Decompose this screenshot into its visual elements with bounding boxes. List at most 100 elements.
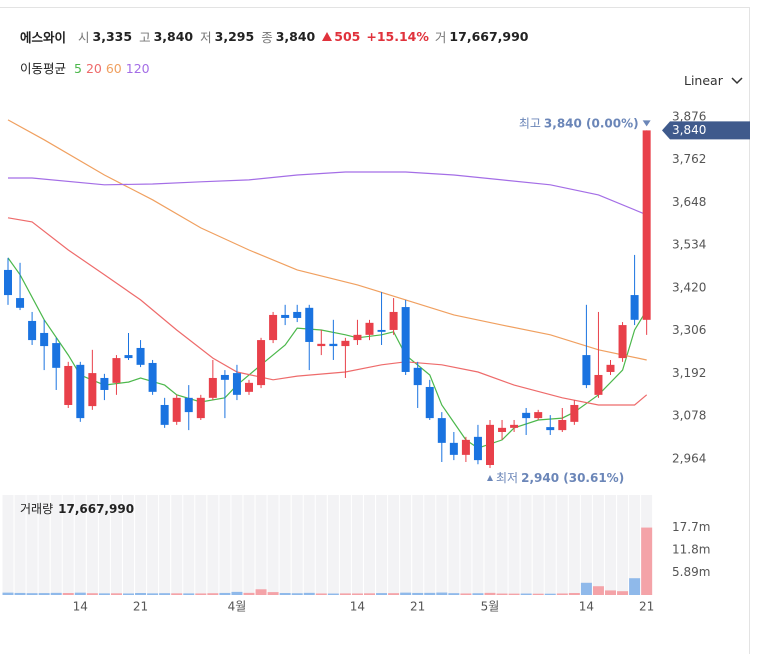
candle-body: [52, 343, 61, 368]
scale-label[interactable]: Linear: [684, 73, 723, 88]
high-annotation-value: 3,840 (0.00%): [544, 116, 639, 130]
volume-bar: [62, 593, 74, 595]
y-tick-label: 3,648: [672, 195, 706, 209]
volume-bar: [315, 593, 327, 595]
volume-bar: [472, 593, 484, 595]
volume-column: [279, 495, 291, 595]
candle-body: [232, 373, 241, 395]
y-tick-label: 3,306: [672, 323, 706, 337]
candle-body: [510, 424, 519, 428]
volume-column: [376, 495, 388, 595]
high-annotation-label: 최고: [519, 116, 541, 130]
volume-column: [86, 495, 98, 595]
volume-bar: [2, 592, 14, 595]
chevron[interactable]: [731, 76, 743, 85]
volume-column: [412, 495, 424, 595]
volume-column: [123, 495, 134, 595]
candle-body: [208, 377, 217, 398]
y-tick-label: 3,762: [672, 152, 706, 166]
volume-bar: [86, 593, 98, 595]
volume-column: [255, 495, 267, 595]
price-tag: [662, 121, 750, 140]
volume-column: [436, 495, 448, 595]
y-tick-label: 2,964: [672, 451, 706, 465]
volume-bar: [291, 593, 303, 595]
low-value: 3,295: [214, 29, 255, 44]
volume-bar: [388, 593, 400, 595]
candle-body: [196, 397, 205, 419]
x-tick-label: 5월: [481, 600, 500, 614]
candle-body: [148, 362, 157, 392]
volume-bar: [629, 578, 641, 595]
header: 에스와이 시 3,335 고 3,840 저 3,295 종 3,840 505 +15…: [20, 27, 536, 46]
ma-legend-item: 5: [74, 61, 82, 76]
volume-column: [508, 495, 520, 595]
scale-dropdown[interactable]: Linear: [684, 73, 743, 88]
y-tick-label: 3,876: [672, 109, 706, 123]
volume-bar: [267, 592, 279, 595]
candle-body: [124, 355, 133, 359]
candle-body: [4, 269, 12, 296]
up-triangle: [322, 32, 333, 41]
volume-column: [520, 495, 532, 595]
volume-column: [592, 495, 604, 595]
candle-body: [245, 382, 253, 392]
volume-bar: [50, 592, 62, 595]
candle-body: [582, 355, 591, 386]
candle-body: [534, 412, 543, 419]
volume-column: [14, 495, 26, 595]
volume-bar: [508, 593, 520, 595]
candle-body: [642, 130, 651, 320]
x-tick-label: 4월: [228, 600, 247, 614]
volume-title: 거래량 17,667,990: [20, 502, 134, 516]
y-tick-label: 3,192: [672, 366, 706, 380]
volume-column: [74, 495, 86, 595]
close-value: 3,840: [275, 29, 316, 44]
candle-body: [16, 298, 25, 308]
volume-column: [159, 495, 171, 595]
candle-body: [76, 364, 85, 419]
low-annotation-label: 최저: [496, 470, 518, 484]
volume-column: [50, 495, 62, 595]
ma-legend-item: 120: [125, 61, 150, 76]
candle-body: [160, 404, 169, 425]
candle-body: [473, 436, 482, 461]
volume-column: [448, 495, 460, 595]
volume-column: [544, 495, 556, 595]
candle-body: [606, 364, 615, 372]
high-label: 고: [139, 30, 151, 45]
candle-body: [112, 358, 121, 383]
volume-column: [219, 495, 231, 595]
volume-bar: [26, 593, 38, 595]
volume-bar: [412, 592, 424, 595]
volume-bar: [641, 527, 653, 595]
candle-body: [486, 424, 494, 465]
candle-body: [546, 427, 555, 431]
volume-bar: [14, 592, 26, 595]
candle-body: [257, 340, 266, 386]
volume-bar: [424, 592, 436, 595]
candle-body: [377, 329, 386, 332]
volume-bar: [159, 593, 171, 595]
volume-bar: [171, 593, 183, 595]
low-annotation: 최저 2,940 (30.61%): [496, 470, 624, 484]
volume-bar: [532, 593, 544, 595]
volume-column: [183, 495, 195, 595]
candle-body: [618, 325, 627, 359]
candle-body: [40, 332, 49, 347]
volume-column: [195, 495, 207, 595]
volume-column: [231, 495, 243, 595]
volume-bar: [327, 593, 339, 595]
volume-bar: [496, 593, 508, 595]
volume-column: [267, 495, 279, 595]
volume-bar: [219, 592, 231, 595]
volume-column: [291, 495, 303, 595]
volume-label: 거: [434, 30, 447, 45]
volume-column: [364, 495, 375, 595]
volume-bar: [556, 593, 568, 595]
x-tick-label: 21: [639, 600, 654, 614]
open-value: 3,335: [92, 29, 133, 44]
volume-bar: [243, 592, 255, 595]
volume-bar: [98, 593, 110, 595]
volume-column: [2, 495, 14, 595]
